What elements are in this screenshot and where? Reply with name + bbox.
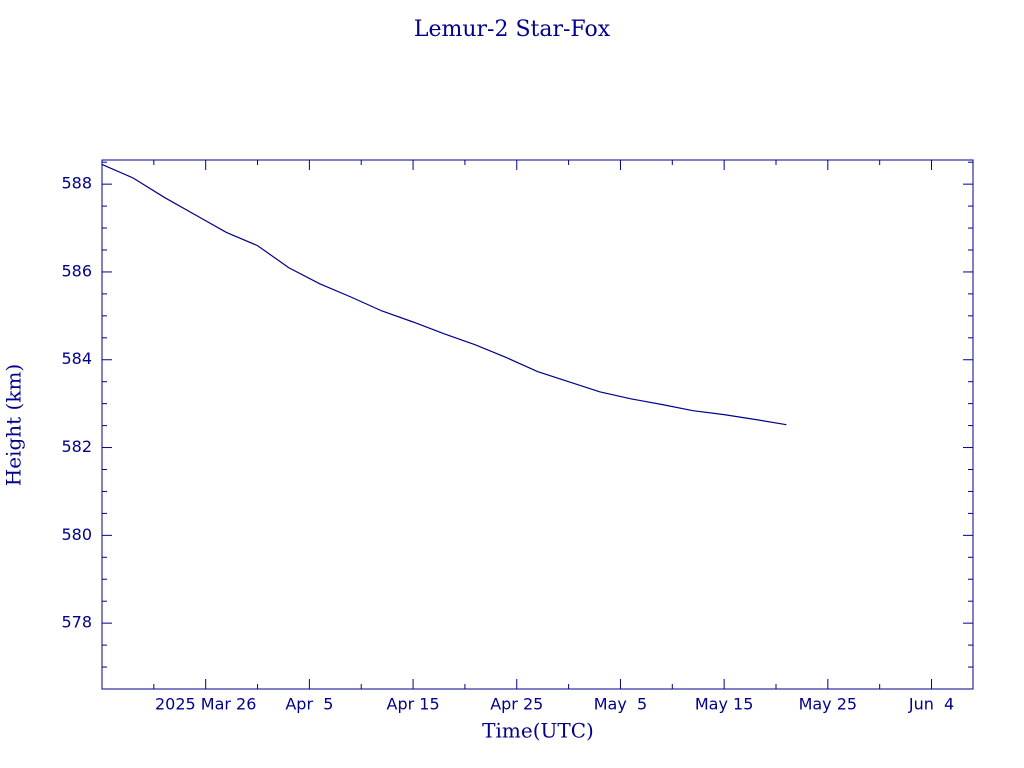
x-tick-label: Jun 4	[908, 695, 954, 714]
x-tick-label: 2025 Mar 26	[155, 695, 256, 714]
x-tick-label: Apr 25	[490, 695, 543, 714]
x-tick-label: May 25	[799, 695, 858, 714]
x-tick-label: Apr 15	[387, 695, 440, 714]
y-tick-label: 588	[61, 174, 92, 193]
data-line	[101, 163, 787, 426]
y-axis-label: Height (km)	[2, 364, 26, 486]
chart-title: Lemur-2 Star-Fox	[414, 17, 611, 42]
y-tick-label: 582	[61, 437, 92, 456]
plot-frame	[101, 159, 974, 690]
y-tick-label: 584	[61, 349, 92, 368]
x-tick-label: May 15	[695, 695, 754, 714]
y-tick-label: 586	[61, 261, 92, 280]
x-axis-label: Time(UTC)	[482, 719, 594, 743]
y-tick-label: 578	[61, 613, 92, 632]
x-tick-label: May 5	[594, 695, 647, 714]
y-tick-label: 580	[61, 525, 92, 544]
x-tick-label: Apr 5	[285, 695, 333, 714]
